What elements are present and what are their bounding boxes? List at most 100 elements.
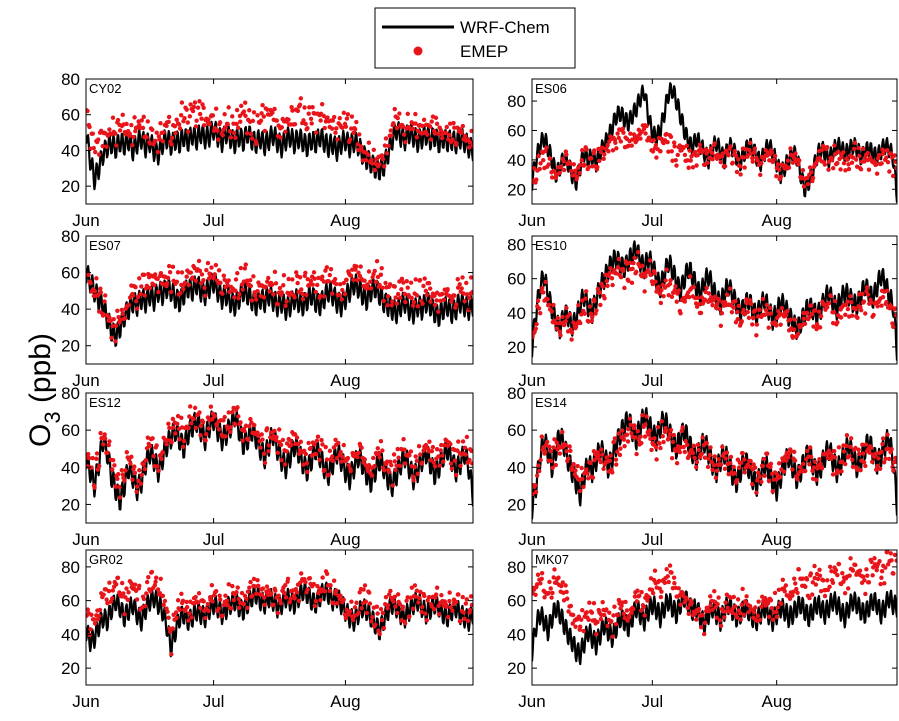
emep-point xyxy=(318,597,323,603)
emep-point xyxy=(295,108,301,114)
y-tick-label: 20 xyxy=(507,180,526,199)
emep-point xyxy=(553,321,558,326)
emep-point xyxy=(810,175,816,181)
emep-point xyxy=(146,574,151,580)
emep-point xyxy=(733,298,738,304)
emep-point xyxy=(373,161,378,166)
emep-point xyxy=(156,289,161,295)
emep-point xyxy=(836,561,842,567)
emep-point xyxy=(831,165,836,171)
emep-point xyxy=(397,463,403,469)
emep-point xyxy=(262,602,267,608)
emep-point xyxy=(317,457,322,462)
emep-point xyxy=(891,571,896,576)
emep-point xyxy=(573,624,578,629)
emep-point xyxy=(653,279,658,284)
emep-point xyxy=(607,270,612,276)
emep-point xyxy=(107,127,112,132)
emep-point xyxy=(216,268,222,273)
emep-point xyxy=(260,102,265,108)
emep-point xyxy=(787,596,793,601)
emep-point xyxy=(856,447,861,452)
emep-point xyxy=(661,293,666,299)
emep-point xyxy=(439,135,445,141)
emep-point xyxy=(98,290,104,295)
emep-point xyxy=(374,604,380,609)
emep-point xyxy=(542,595,547,600)
emep-point xyxy=(228,135,234,140)
emep-point xyxy=(360,158,365,163)
emep-point xyxy=(800,167,806,173)
legend-label: WRF-Chem xyxy=(460,18,550,37)
emep-point xyxy=(234,590,239,595)
emep-point xyxy=(266,443,272,448)
y-axis-label-base: O xyxy=(24,424,57,447)
emep-point xyxy=(160,449,165,455)
emep-point xyxy=(704,440,709,446)
emep-point xyxy=(537,166,542,172)
emep-point xyxy=(831,310,837,315)
emep-point xyxy=(613,622,619,627)
emep-point xyxy=(225,282,230,288)
emep-point xyxy=(187,114,193,119)
emep-point xyxy=(179,100,185,105)
emep-point xyxy=(858,167,864,172)
emep-point xyxy=(894,313,897,318)
emep-point xyxy=(289,104,294,110)
emep-point xyxy=(757,617,763,623)
emep-point xyxy=(668,134,674,140)
emep-point xyxy=(716,595,721,600)
emep-point xyxy=(199,281,204,286)
emep-point xyxy=(227,129,233,134)
emep-point xyxy=(744,297,749,302)
emep-point xyxy=(392,459,397,464)
emep-point xyxy=(362,457,367,462)
emep-point xyxy=(123,468,128,473)
emep-point xyxy=(610,282,615,288)
emep-point xyxy=(624,608,630,613)
emep-point xyxy=(209,265,214,270)
emep-point xyxy=(671,575,677,580)
emep-point xyxy=(850,568,856,573)
emep-point xyxy=(110,588,116,593)
emep-point xyxy=(140,125,146,131)
emep-point xyxy=(106,442,111,448)
emep-point xyxy=(156,468,161,473)
emep-point xyxy=(832,448,837,454)
emep-point xyxy=(298,439,304,444)
emep-point xyxy=(372,463,377,469)
emep-point xyxy=(833,567,839,573)
emep-point xyxy=(795,477,800,482)
emep-point xyxy=(253,141,259,147)
emep-point xyxy=(272,428,277,434)
emep-point xyxy=(635,428,640,434)
emep-point xyxy=(686,165,691,170)
emep-point xyxy=(824,145,830,150)
emep-point xyxy=(428,286,433,291)
emep-point xyxy=(292,295,297,300)
emep-point xyxy=(357,132,362,137)
emep-point xyxy=(885,550,890,554)
emep-point xyxy=(570,621,575,626)
emep-point xyxy=(874,567,879,573)
emep-point xyxy=(790,467,795,472)
emep-point xyxy=(891,468,896,473)
emep-point xyxy=(784,458,789,463)
emep-point xyxy=(231,130,237,136)
emep-point xyxy=(113,582,119,587)
emep-point xyxy=(580,148,585,153)
emep-point xyxy=(678,311,683,316)
emep-point xyxy=(716,298,722,303)
emep-point xyxy=(283,595,289,600)
emep-point xyxy=(226,582,231,587)
emep-point xyxy=(866,580,872,585)
emep-point xyxy=(240,287,245,292)
emep-point xyxy=(213,262,219,268)
emep-point xyxy=(172,124,178,129)
emep-point xyxy=(184,107,189,112)
emep-point xyxy=(547,156,553,161)
panel-data xyxy=(86,404,473,511)
emep-point xyxy=(718,160,723,165)
emep-point xyxy=(113,323,119,328)
emep-point xyxy=(387,282,393,287)
